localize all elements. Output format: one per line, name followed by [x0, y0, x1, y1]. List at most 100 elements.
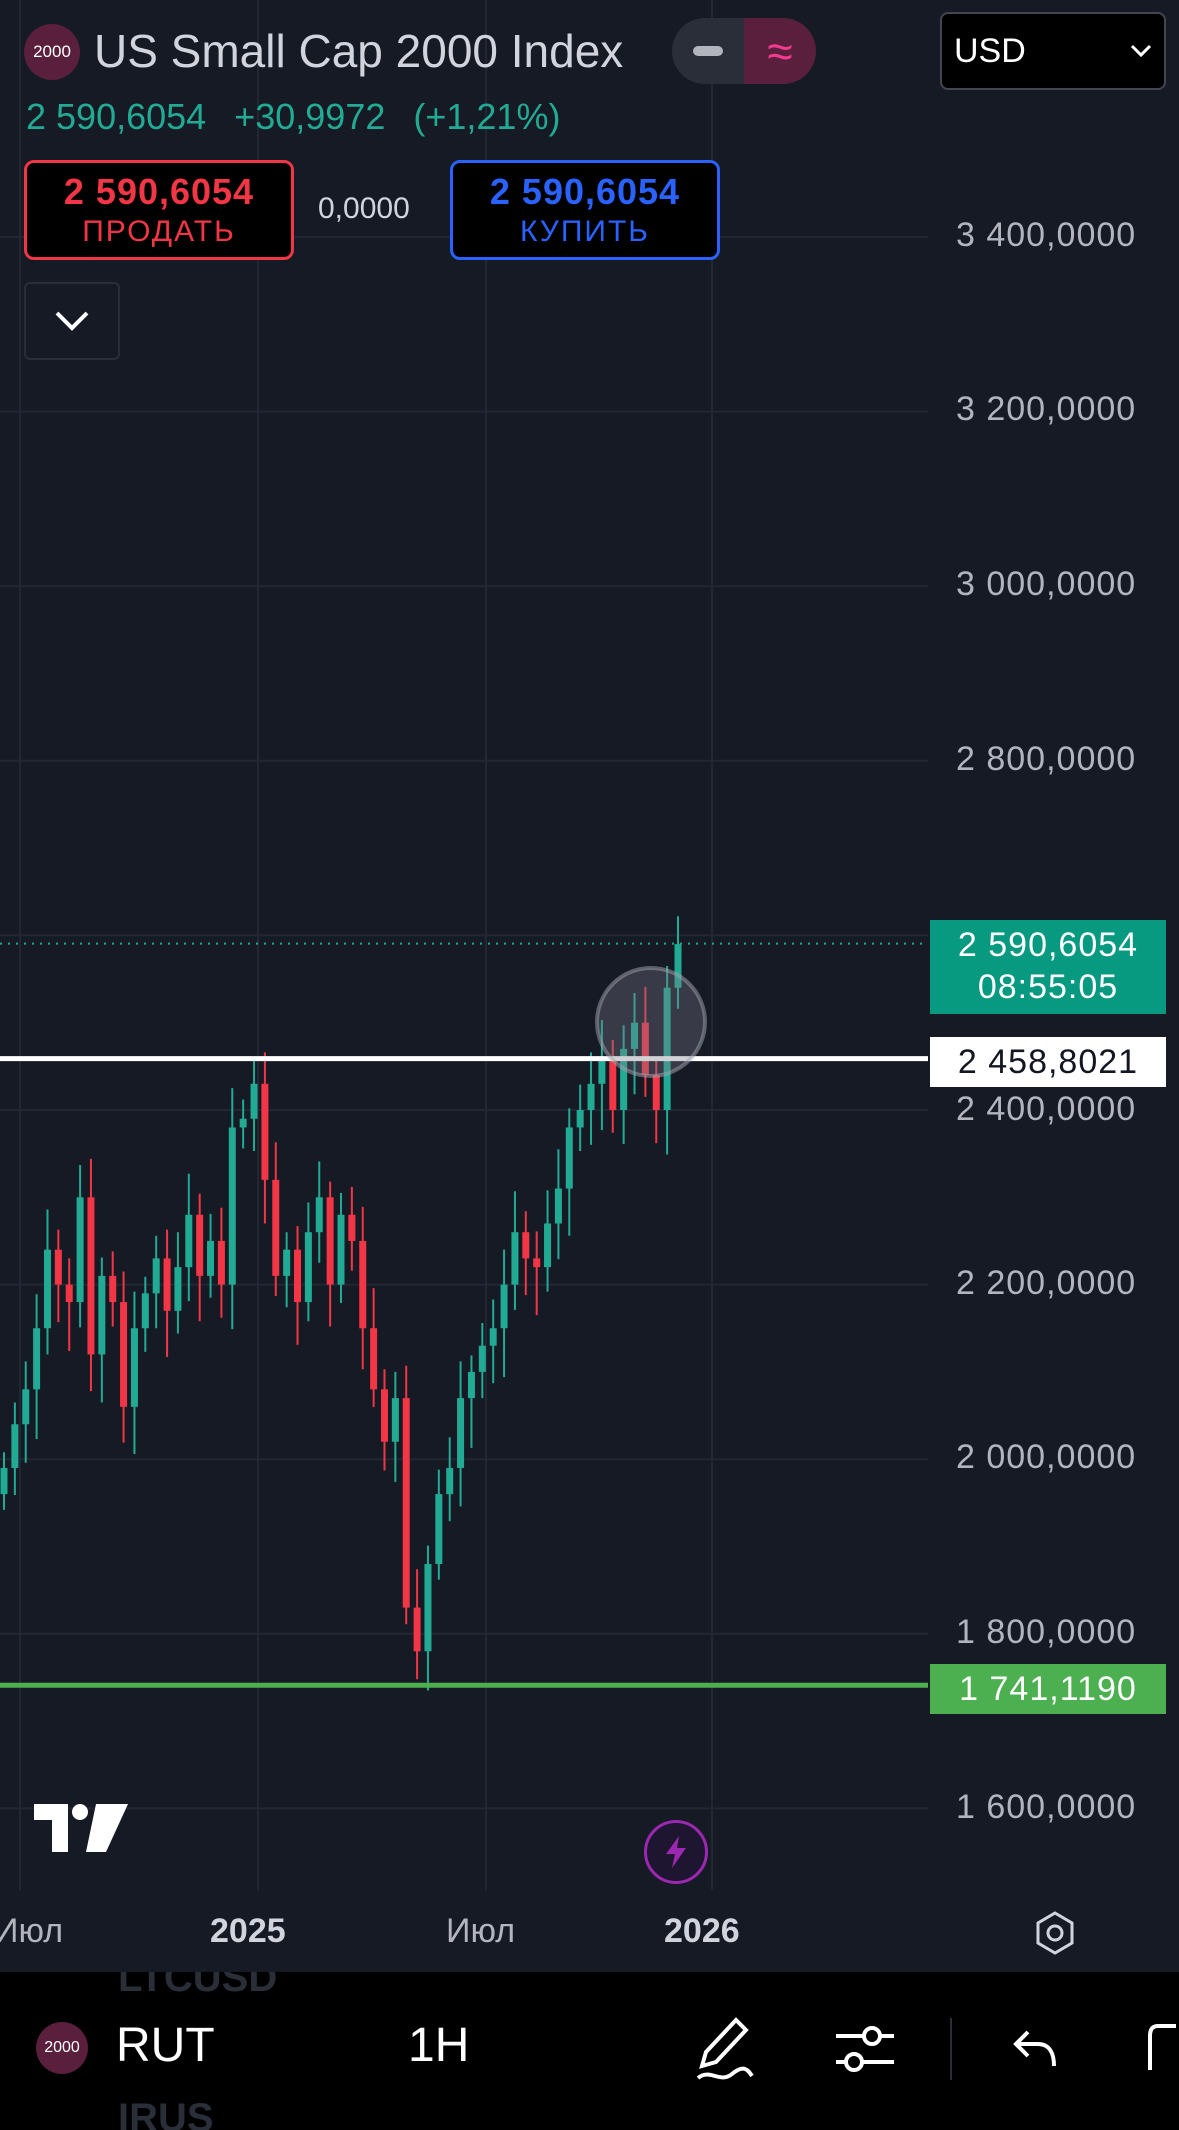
- candle-body: [478, 1345, 486, 1372]
- chart-mode-toggle[interactable]: ≈: [672, 18, 816, 84]
- candle-body: [467, 1371, 475, 1399]
- chevron-down-icon: [55, 311, 89, 331]
- candle-body: [522, 1232, 530, 1259]
- undo-icon[interactable]: [1010, 2010, 1060, 2091]
- time-axis-label: Июл: [446, 1912, 516, 1950]
- candle-body: [359, 1240, 367, 1329]
- candle-body: [674, 944, 682, 988]
- price-axis-label: 3 000,0000: [956, 565, 1137, 603]
- symbol-logo: 2000: [24, 24, 80, 80]
- candle-body: [641, 1022, 649, 1076]
- candle-body: [22, 1389, 30, 1425]
- price-change-pct: (+1,21%): [413, 96, 561, 137]
- symbol-logo: 2000: [36, 2022, 88, 2074]
- candle-body: [609, 1057, 617, 1110]
- currency-value: USD: [954, 31, 1026, 70]
- chevron-down-icon: [1130, 37, 1152, 65]
- candle-body: [33, 1328, 41, 1390]
- time-axis-label: 2025: [210, 1912, 286, 1950]
- candle-body: [87, 1197, 95, 1355]
- candle-body: [174, 1267, 182, 1311]
- symbol-button[interactable]: RUT: [116, 2019, 215, 2072]
- candle-body: [65, 1284, 73, 1303]
- candlestick-chart[interactable]: [0, 0, 1179, 1972]
- candle-body: [304, 1232, 312, 1303]
- candle-body: [207, 1240, 215, 1276]
- time-axis-label: 2026: [664, 1912, 740, 1950]
- last-price-tag: 2 590,6054 08:55:05: [930, 920, 1166, 1014]
- price-change: +30,9972: [234, 96, 386, 137]
- candle-body: [544, 1223, 552, 1268]
- candle-body: [457, 1398, 465, 1468]
- candle-body: [141, 1293, 149, 1329]
- candle-body: [250, 1083, 258, 1119]
- candle-body: [533, 1258, 541, 1268]
- candle-body: [424, 1563, 432, 1652]
- candle-body: [272, 1179, 280, 1276]
- last-price-tag-value: 2 590,6054: [957, 926, 1139, 964]
- time-axis-label: Июл: [0, 1912, 64, 1950]
- candle-body: [98, 1275, 106, 1355]
- candle-body: [43, 1249, 51, 1329]
- bar-countdown: 08:55:05: [977, 968, 1119, 1006]
- fullscreen-icon[interactable]: [1146, 2010, 1179, 2091]
- candle-body: [565, 1127, 573, 1189]
- interval-button[interactable]: 1H: [408, 2019, 470, 2072]
- candle-body: [500, 1284, 508, 1329]
- candle-body: [283, 1249, 291, 1276]
- candle-body: [391, 1398, 399, 1442]
- candle-body: [380, 1389, 388, 1442]
- price-axis-label: 3 400,0000: [956, 216, 1137, 254]
- buy-price: 2 590,6054: [489, 171, 681, 212]
- settings-icon[interactable]: [1032, 1910, 1078, 1961]
- candle-body: [663, 987, 671, 1110]
- buy-label: КУПИТЬ: [519, 215, 650, 248]
- candle-body: [294, 1249, 302, 1303]
- price-axis-label: 2 200,0000: [956, 1264, 1137, 1302]
- low-line-tag[interactable]: 1 741,1190: [930, 1664, 1166, 1714]
- collapse-button[interactable]: [24, 282, 120, 360]
- wave-mode-icon[interactable]: ≈: [744, 18, 816, 84]
- candle-body: [76, 1197, 84, 1303]
- buy-button[interactable]: 2 590,6054 КУПИТЬ: [450, 160, 720, 260]
- toolbar-divider: [950, 2018, 952, 2080]
- candle-body: [228, 1127, 236, 1285]
- currency-select[interactable]: USD: [940, 12, 1166, 90]
- candle-body: [402, 1398, 410, 1608]
- ghost-symbol: LTCUSD: [118, 1972, 278, 2000]
- candle-body: [326, 1197, 334, 1285]
- candle-body: [587, 1083, 595, 1110]
- price-axis-label: 3 200,0000: [956, 390, 1137, 428]
- drawing-pen-icon[interactable]: [690, 2010, 756, 2091]
- candle-body: [446, 1467, 454, 1495]
- candle-body: [631, 1022, 639, 1049]
- candle-body: [620, 1048, 628, 1110]
- tradingview-logo: [34, 1802, 128, 1859]
- candle-body: [337, 1214, 345, 1285]
- candle-body: [196, 1214, 204, 1276]
- sell-button[interactable]: 2 590,6054 ПРОДАТЬ: [24, 160, 294, 260]
- candle-body: [109, 1275, 117, 1303]
- price-axis-label: 2 000,0000: [956, 1438, 1137, 1476]
- candle-body: [11, 1424, 19, 1468]
- price-axis-label: 1 800,0000: [956, 1613, 1137, 1651]
- candle-body: [163, 1258, 171, 1311]
- candle-body: [130, 1328, 138, 1407]
- candle-body: [489, 1328, 497, 1346]
- chart-area[interactable]: 2000 US Small Cap 2000 Index ≈ USD 2 590…: [0, 0, 1179, 1972]
- price-axis-label: 1 600,0000: [956, 1788, 1137, 1826]
- candle-body: [370, 1328, 378, 1390]
- spread-value: 0,0000: [318, 192, 410, 225]
- line-mode-icon[interactable]: [672, 18, 744, 84]
- horizontal-line-tag[interactable]: 2 458,8021: [930, 1037, 1166, 1087]
- candle-body: [185, 1214, 193, 1268]
- crosshair-highlight-circle: [595, 966, 707, 1078]
- quote-summary: 2 590,6054 +30,9972 (+1,21%): [26, 96, 578, 138]
- sell-label: ПРОДАТЬ: [82, 215, 236, 248]
- sell-price: 2 590,6054: [63, 171, 255, 212]
- candle-body: [511, 1232, 519, 1285]
- indicators-sliders-icon[interactable]: [832, 2010, 898, 2091]
- ghost-symbol: IRUS: [118, 2096, 214, 2130]
- lightning-icon[interactable]: [644, 1820, 708, 1884]
- symbol-title[interactable]: US Small Cap 2000 Index: [94, 25, 624, 77]
